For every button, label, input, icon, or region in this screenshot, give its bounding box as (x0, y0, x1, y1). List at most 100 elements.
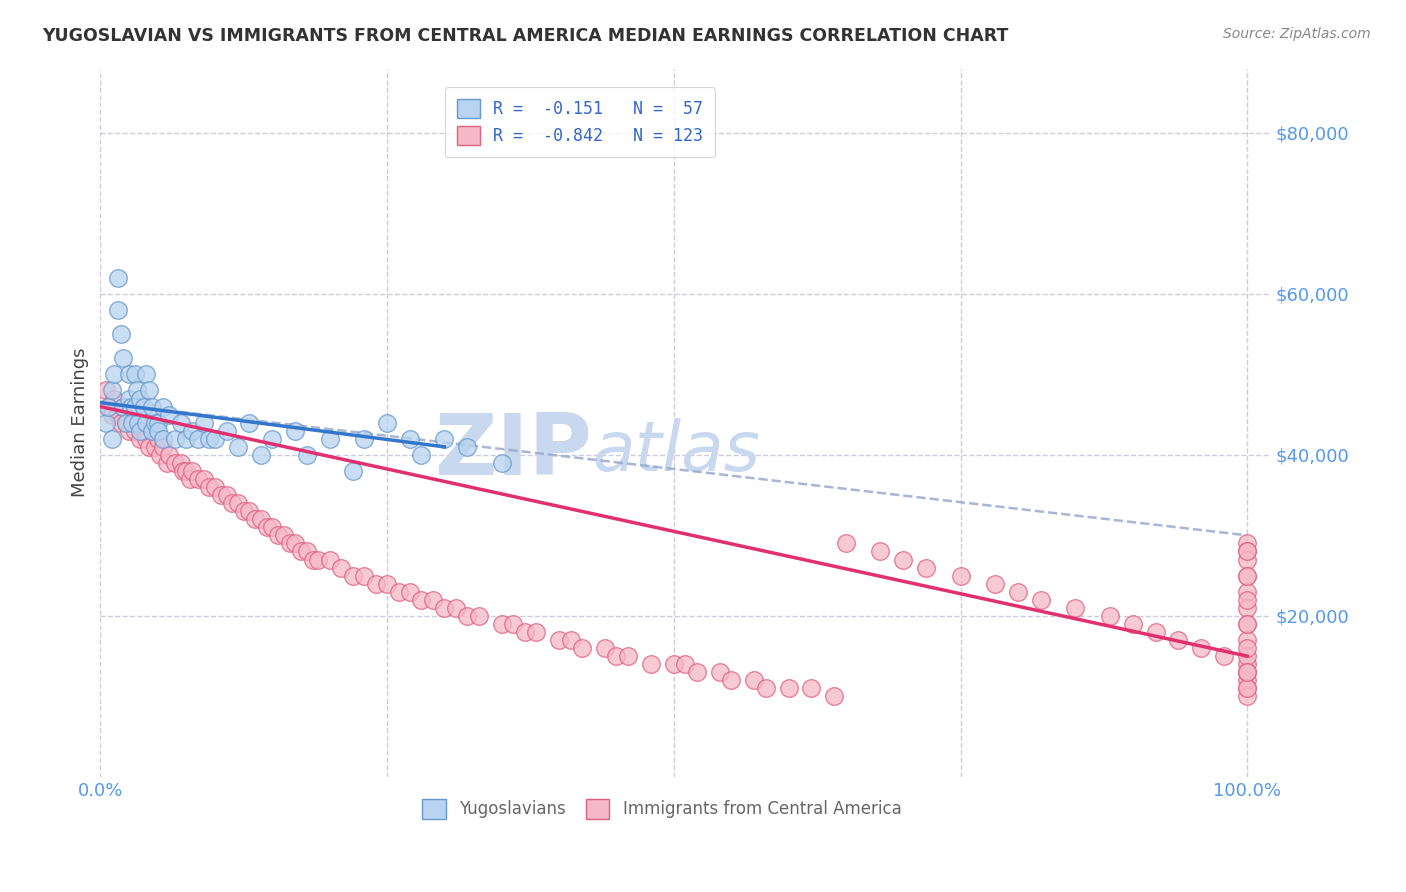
Point (135, 432, 157, 446)
Point (181, 464, 204, 478)
Point (640, 657, 662, 672)
Point (284, 424, 307, 438)
Point (524, 624, 547, 639)
Point (238, 416, 260, 430)
Point (226, 496, 249, 510)
Point (800, 681, 823, 696)
Point (330, 560, 353, 574)
Point (399, 584, 422, 599)
Point (491, 616, 513, 631)
Point (1236, 665, 1258, 680)
Point (456, 440, 478, 454)
Point (387, 584, 409, 599)
Point (1236, 584, 1258, 599)
Point (204, 432, 226, 446)
Point (193, 472, 215, 486)
Point (243, 512, 266, 526)
Point (444, 600, 467, 615)
Point (103, 392, 125, 406)
Point (135, 368, 157, 382)
Point (1007, 584, 1029, 599)
Point (468, 608, 491, 623)
Text: Source: ZipAtlas.com: Source: ZipAtlas.com (1223, 27, 1371, 41)
Point (353, 432, 375, 446)
Point (226, 440, 249, 454)
Point (157, 448, 180, 462)
Point (295, 544, 318, 558)
Point (129, 432, 152, 446)
Point (1236, 616, 1258, 631)
Point (156, 456, 179, 470)
Point (110, 327, 132, 342)
Point (129, 392, 152, 406)
Point (250, 448, 273, 462)
Point (278, 536, 301, 550)
Point (209, 488, 232, 502)
Point (1236, 673, 1258, 688)
Point (101, 408, 124, 422)
Point (141, 424, 163, 438)
Point (949, 568, 972, 582)
Point (103, 368, 125, 382)
Point (121, 416, 143, 430)
Point (1064, 600, 1087, 615)
Point (262, 520, 284, 534)
Point (118, 424, 141, 438)
Point (152, 400, 174, 414)
Point (290, 544, 312, 558)
Point (124, 424, 146, 438)
Point (267, 528, 290, 542)
Point (491, 456, 513, 470)
Point (146, 416, 169, 430)
Point (97, 400, 120, 414)
Point (720, 673, 742, 688)
Point (125, 384, 148, 398)
Point (319, 432, 342, 446)
Point (1236, 600, 1258, 615)
Point (456, 608, 478, 623)
Point (284, 536, 307, 550)
Point (118, 392, 141, 406)
Point (1236, 544, 1258, 558)
Point (823, 690, 845, 704)
Point (742, 673, 765, 688)
Point (110, 416, 132, 430)
Point (146, 432, 169, 446)
Point (513, 624, 536, 639)
Legend: Yugoslavians, Immigrants from Central America: Yugoslavians, Immigrants from Central Am… (416, 793, 908, 825)
Point (353, 568, 375, 582)
Point (145, 440, 167, 454)
Text: atlas: atlas (592, 417, 759, 484)
Point (141, 400, 163, 414)
Point (548, 633, 571, 648)
Point (411, 592, 433, 607)
Point (560, 633, 582, 648)
Point (433, 432, 456, 446)
Point (135, 416, 157, 430)
Point (121, 408, 143, 422)
Point (94, 384, 117, 398)
Point (1122, 616, 1144, 631)
Point (1144, 624, 1167, 639)
Point (120, 400, 142, 414)
Point (375, 416, 398, 430)
Point (112, 400, 135, 414)
Point (129, 424, 152, 438)
Y-axis label: Median Earnings: Median Earnings (72, 348, 89, 498)
Point (1236, 690, 1258, 704)
Point (673, 657, 696, 672)
Point (754, 681, 776, 696)
Point (984, 576, 1007, 591)
Point (141, 424, 163, 438)
Point (132, 424, 155, 438)
Point (778, 681, 800, 696)
Point (112, 400, 135, 414)
Point (94, 416, 117, 430)
Point (198, 480, 221, 494)
Text: ZIP: ZIP (434, 409, 592, 492)
Point (1236, 568, 1258, 582)
Point (204, 480, 226, 494)
Point (273, 528, 295, 542)
Point (118, 368, 141, 382)
Point (125, 416, 148, 430)
